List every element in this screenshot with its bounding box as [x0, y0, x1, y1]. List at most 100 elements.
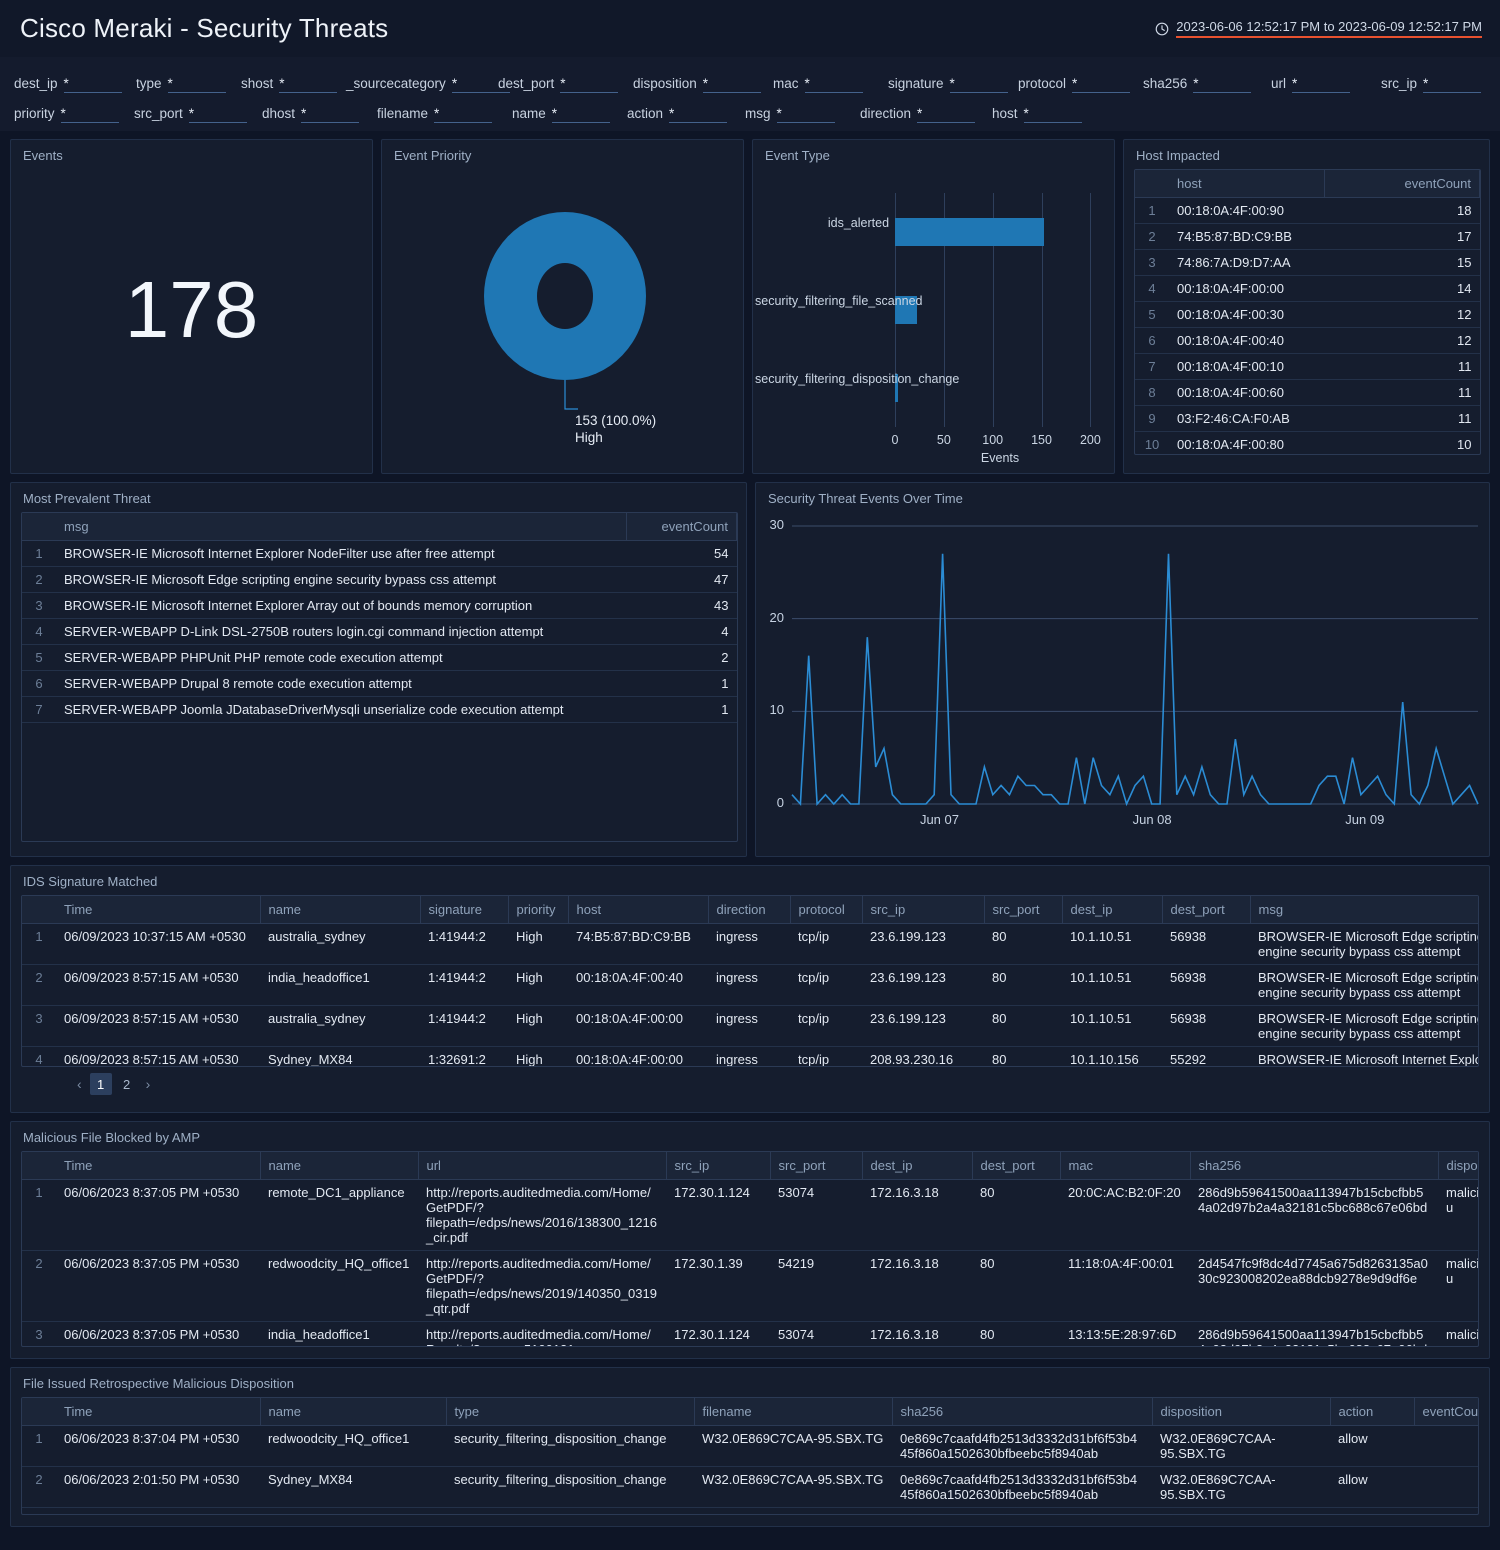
filter-dhost[interactable]: dhost * — [262, 106, 367, 123]
column-header-sha256[interactable]: sha256 — [892, 1398, 1153, 1426]
column-header-dest_ip[interactable]: dest_ip — [1062, 896, 1163, 924]
most-prevalent-threat-table-scroll[interactable]: msg eventCount 1 BROWSER-IE Microsoft Inte… — [21, 512, 738, 842]
column-header-host[interactable]: host — [568, 896, 709, 924]
column-header-name[interactable]: name — [260, 1398, 447, 1426]
table-row[interactable]: 6 00:18:0A:4F:00:40 12 — [1135, 327, 1480, 354]
column-header-eventcount[interactable]: eventCount — [1414, 1398, 1478, 1426]
table-row[interactable]: 2 06/06/2023 8:37:05 PM +0530 redwoodcity_… — [22, 1250, 1478, 1322]
filter-src_ip[interactable]: src_ip * — [1381, 76, 1491, 93]
filter-input[interactable]: * — [669, 106, 728, 123]
pagination-page-2[interactable]: 2 — [123, 1076, 131, 1092]
column-header-disposition[interactable]: disposition — [1152, 1398, 1331, 1426]
filter-host[interactable]: host * — [992, 106, 1102, 123]
filter-src_port[interactable]: src_port * — [134, 106, 252, 123]
filter-input[interactable]: * — [1193, 76, 1252, 93]
column-header-msg[interactable]: msg — [1250, 896, 1478, 924]
event-priority-donut[interactable]: 153 (100.0%) High — [382, 165, 743, 455]
filter-input[interactable]: * — [1023, 106, 1082, 123]
filter-input[interactable]: * — [1292, 76, 1351, 93]
column-header-dest_ip[interactable]: dest_ip — [862, 1152, 973, 1180]
table-row[interactable]: 4 06/09/2023 8:57:15 AM +0530 Sydney_MX84 1… — [22, 1046, 1478, 1066]
filter-protocol[interactable]: protocol * — [1018, 76, 1133, 93]
table-row[interactable]: 3 BROWSER-IE Microsoft Internet Explorer … — [22, 592, 737, 619]
column-header-dest_port[interactable]: dest_port — [972, 1152, 1061, 1180]
filter-input[interactable]: * — [188, 106, 247, 123]
filter-input[interactable]: * — [1423, 76, 1482, 93]
column-header-action[interactable]: action — [1330, 1398, 1415, 1426]
column-header-type[interactable]: type — [446, 1398, 695, 1426]
filter-input[interactable]: * — [776, 106, 835, 123]
filter-input[interactable]: * — [451, 76, 510, 93]
filter-input[interactable]: * — [167, 76, 226, 93]
column-header-src_port[interactable]: src_port — [984, 896, 1063, 924]
table-row[interactable]: 7 SERVER-WEBAPP Joomla JDatabaseDriverMys… — [22, 696, 737, 723]
column-header-mac[interactable]: mac — [1060, 1152, 1191, 1180]
column-header-sha256[interactable]: sha256 — [1190, 1152, 1439, 1180]
column-header-name[interactable]: name — [260, 896, 421, 924]
table-row[interactable]: 1 06/06/2023 8:37:05 PM +0530 remote_DC1_a… — [22, 1179, 1478, 1251]
amp-table-scroll[interactable]: Time name url src_ip src_port dest_ip dest_por… — [21, 1151, 1479, 1347]
table-row[interactable]: 7 00:18:0A:4F:00:10 11 — [1135, 353, 1480, 380]
column-header-direction[interactable]: direction — [708, 896, 791, 924]
table-row[interactable]: 8 00:18:0A:4F:00:60 11 — [1135, 379, 1480, 406]
table-row[interactable]: 1 06/06/2023 8:37:04 PM +0530 redwoodcity_… — [22, 1425, 1478, 1467]
pagination-page-1[interactable]: 1 — [89, 1073, 112, 1095]
table-row[interactable]: 3 06/09/2023 8:57:15 AM +0530 australia_sy… — [22, 1005, 1478, 1047]
filter-input[interactable]: * — [551, 106, 610, 123]
filter-sha256[interactable]: sha256 * — [1143, 76, 1261, 93]
filter-input[interactable]: * — [804, 76, 863, 93]
event-type-barchart[interactable]: 0 50 100 150 200 ids_alerted security_filterin… — [753, 165, 1114, 465]
table-row[interactable]: 1 BROWSER-IE Microsoft Internet Explorer … — [22, 540, 737, 567]
filter-filename[interactable]: filename * — [377, 106, 502, 123]
column-header-filename[interactable]: filename — [694, 1398, 893, 1426]
filter-url[interactable]: url * — [1271, 76, 1371, 93]
table-row[interactable]: 2 06/06/2023 2:01:50 PM +0530 Sydney_MX84 s… — [22, 1466, 1478, 1508]
pagination-next-icon[interactable]: › — [145, 1076, 151, 1092]
filter-input[interactable]: * — [301, 106, 360, 123]
time-range-picker[interactable]: 2023-06-06 12:52:17 PM to 2023-06-09 12:… — [1155, 19, 1482, 38]
table-row[interactable]: 2 BROWSER-IE Microsoft Edge scripting eng… — [22, 566, 737, 593]
filter-dest_ip[interactable]: dest_ip * — [14, 76, 126, 93]
filter-input[interactable]: * — [434, 106, 493, 123]
filter-input[interactable]: * — [917, 106, 976, 123]
table-row[interactable]: 1 00:18:0A:4F:00:90 18 — [1135, 197, 1480, 224]
filter-type[interactable]: type * — [136, 76, 231, 93]
filter-name[interactable]: name * — [512, 106, 617, 123]
time-range-value[interactable]: 2023-06-06 12:52:17 PM to 2023-06-09 12:… — [1176, 19, 1482, 38]
column-header-signature[interactable]: signature — [420, 896, 509, 924]
filter-input[interactable]: * — [279, 76, 338, 93]
host-impacted-table-scroll[interactable]: host eventCount 1 00:18:0A:4F:00:90 18 2 74:B… — [1134, 169, 1482, 455]
column-header-name[interactable]: name — [260, 1152, 419, 1180]
table-row[interactable]: 5 00:18:0A:4F:00:30 12 — [1135, 301, 1480, 328]
filter-msg[interactable]: msg * — [745, 106, 850, 123]
table-row[interactable]: 1 06/09/2023 10:37:15 AM +0530 australia_s… — [22, 923, 1478, 965]
table-row[interactable]: 3 06/06/2023 8:37:05 PM +0530 india_headof… — [22, 1321, 1478, 1346]
filter-dest_port[interactable]: dest_port * — [498, 76, 623, 93]
filter-input[interactable]: * — [1072, 76, 1131, 93]
table-row[interactable]: 5 SERVER-WEBAPP PHPUnit PHP remote code e… — [22, 644, 737, 671]
column-header-time[interactable]: Time — [56, 1398, 261, 1426]
ids-table-scroll[interactable]: Time name signature priority host direction pr… — [21, 895, 1479, 1067]
column-header-host[interactable]: host — [1169, 170, 1325, 198]
threat-events-linechart[interactable]: 0 10 20 30 Jun 07 Jun 08 Jun 09 — [756, 508, 1489, 838]
table-row[interactable]: 2 74:B5:87:BD:C9:BB 17 — [1135, 223, 1480, 250]
column-header-src_ip[interactable]: src_ip — [666, 1152, 771, 1180]
filter-sourcecategory[interactable]: _sourcecategory * — [346, 76, 510, 93]
filter-shost[interactable]: shost * — [241, 76, 338, 93]
table-row[interactable]: 3 74:86:7A:D9:D7:AA 15 — [1135, 249, 1480, 276]
filter-input[interactable]: * — [60, 106, 119, 123]
column-header-src_ip[interactable]: src_ip — [862, 896, 985, 924]
bar-security_filtering_disposition_change[interactable] — [895, 374, 899, 402]
filter-direction[interactable]: direction * — [860, 106, 982, 123]
pagination-prev-icon[interactable]: ‹ — [77, 1076, 82, 1092]
table-row[interactable]: 4 SERVER-WEBAPP D-Link DSL-2750B routers … — [22, 618, 737, 645]
filter-action[interactable]: action * — [627, 106, 735, 123]
filter-input[interactable]: * — [63, 76, 122, 93]
filter-priority[interactable]: priority * — [14, 106, 124, 123]
column-header-eventcount[interactable]: eventCount — [1324, 170, 1481, 198]
column-header-disposition[interactable]: disposition — [1438, 1152, 1478, 1180]
table-row[interactable]: 9 03:F2:46:CA:F0:AB 11 — [1135, 405, 1480, 432]
filter-input[interactable]: * — [560, 76, 619, 93]
column-header-protocol[interactable]: protocol — [790, 896, 863, 924]
filter-mac[interactable]: mac * — [773, 76, 878, 93]
